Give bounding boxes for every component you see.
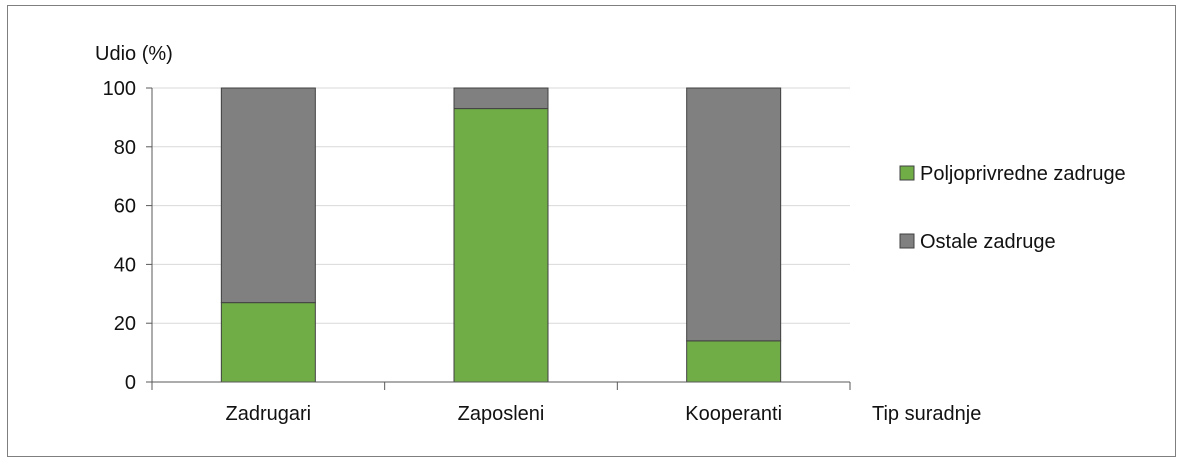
y-tick-label: 40 — [114, 254, 136, 276]
tick-labels: 0 20 40 60 80 100 Zadrugari Zaposleni Kooperanti — [103, 78, 782, 425]
bar-segment — [453, 108, 549, 383]
y-axis-label: Udio (%) — [95, 43, 173, 65]
x-tick-label: Zaposleni — [458, 403, 545, 425]
axes — [146, 87, 851, 390]
legend: Poljoprivredne zadruge Ostale zadruge — [899, 163, 1126, 253]
x-tick-label: Zadrugari — [226, 403, 312, 425]
x-tick-label: Kooperanti — [685, 403, 782, 425]
bar-segment — [686, 87, 782, 342]
legend-swatch — [899, 165, 915, 181]
bar-segment — [686, 340, 782, 383]
x-axis-label: Tip suradnje — [872, 403, 981, 425]
y-tick-label: 0 — [125, 372, 136, 394]
legend-swatch — [899, 233, 915, 249]
bar-segment — [453, 87, 549, 110]
legend-label: Ostale zadruge — [920, 231, 1056, 253]
y-tick-label: 60 — [114, 196, 136, 218]
bars — [220, 87, 782, 383]
y-tick-label: 80 — [114, 137, 136, 159]
legend-label: Poljoprivredne zadruge — [920, 163, 1126, 185]
bar-segment — [220, 87, 316, 304]
y-tick-label: 100 — [103, 78, 136, 100]
bar-segment — [220, 302, 316, 383]
y-tick-label: 20 — [114, 313, 136, 335]
